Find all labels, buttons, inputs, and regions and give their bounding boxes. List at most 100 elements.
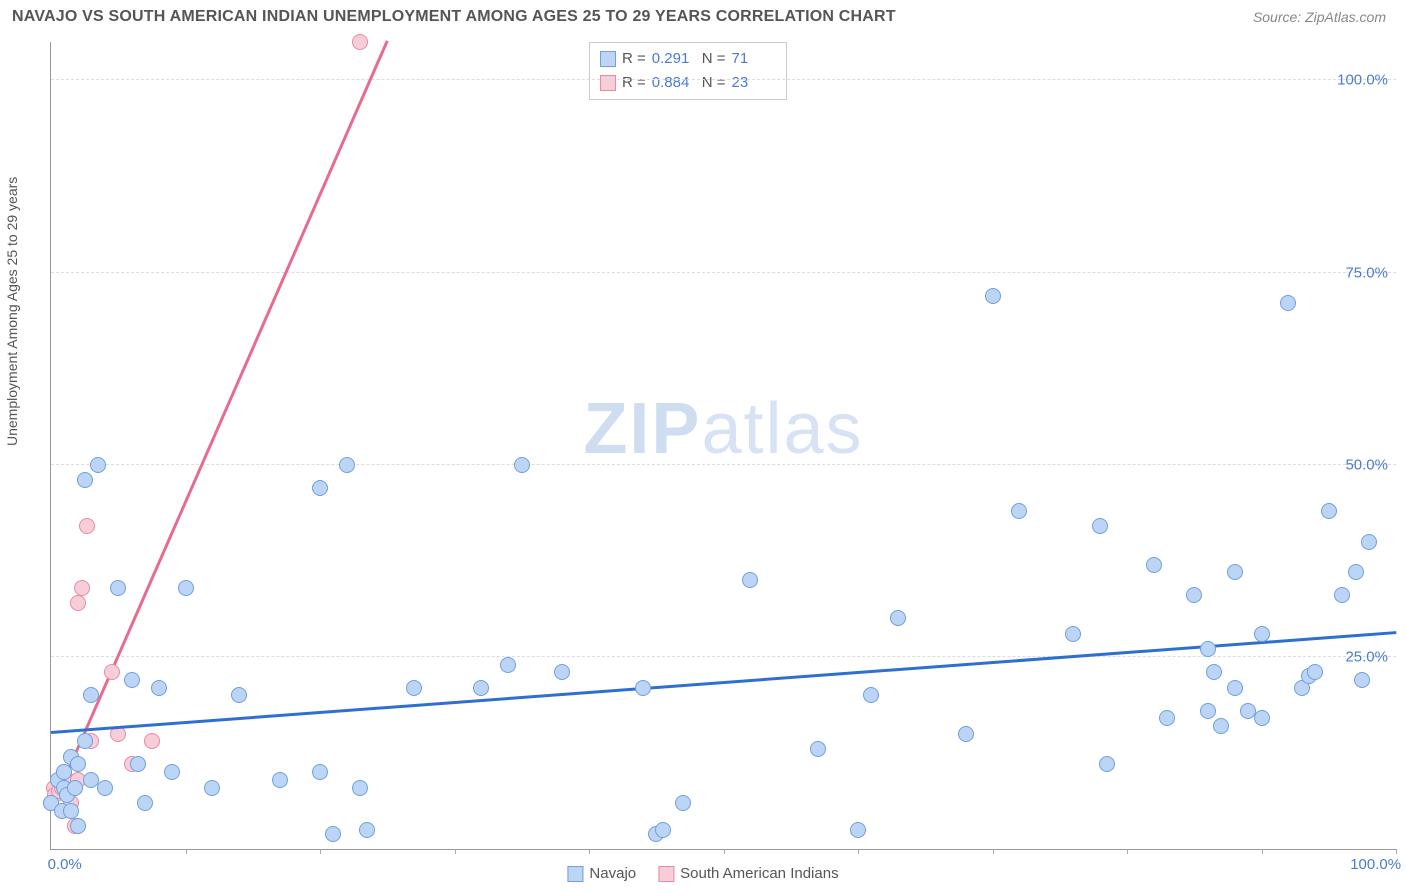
data-point-navajo xyxy=(67,780,83,796)
swatch-navajo-bottom xyxy=(567,866,583,882)
data-point-navajo xyxy=(339,457,355,473)
data-point-navajo xyxy=(151,680,167,696)
legend-label-sai: South American Indians xyxy=(680,865,838,882)
data-point-navajo xyxy=(1348,564,1364,580)
data-point-navajo xyxy=(1146,557,1162,573)
data-point-sai xyxy=(144,733,160,749)
data-point-navajo xyxy=(90,457,106,473)
data-point-navajo xyxy=(675,795,691,811)
data-point-sai xyxy=(352,34,368,50)
chart-plot-area: ZIPatlas R = 0.291 N = 71 R = 0.884 N = … xyxy=(50,42,1396,850)
data-point-navajo xyxy=(1065,626,1081,642)
r-value-sai: 0.884 xyxy=(652,71,696,95)
chart-title: NAVAJO VS SOUTH AMERICAN INDIAN UNEMPLOY… xyxy=(12,8,896,26)
data-point-navajo xyxy=(1361,534,1377,550)
data-point-navajo xyxy=(312,764,328,780)
swatch-sai xyxy=(600,75,616,91)
data-point-navajo xyxy=(1206,664,1222,680)
stats-legend-box: R = 0.291 N = 71 R = 0.884 N = 23 xyxy=(589,42,787,100)
data-point-navajo xyxy=(1213,718,1229,734)
data-point-sai xyxy=(104,664,120,680)
data-point-navajo xyxy=(137,795,153,811)
data-point-navajo xyxy=(1099,756,1115,772)
legend-label-navajo: Navajo xyxy=(589,865,636,882)
data-point-navajo xyxy=(83,687,99,703)
gridline xyxy=(51,79,1396,80)
x-tick-mark xyxy=(320,849,321,854)
data-point-navajo xyxy=(77,733,93,749)
data-point-navajo xyxy=(514,457,530,473)
x-tick-mark xyxy=(724,849,725,854)
gridline xyxy=(51,464,1396,465)
stats-row-navajo: R = 0.291 N = 71 xyxy=(600,47,776,71)
data-point-navajo xyxy=(850,822,866,838)
data-point-navajo xyxy=(1011,503,1027,519)
data-point-navajo xyxy=(1321,503,1337,519)
legend-item-navajo: Navajo xyxy=(567,865,636,882)
data-point-navajo xyxy=(500,657,516,673)
data-point-navajo xyxy=(1200,641,1216,657)
data-point-navajo xyxy=(742,572,758,588)
data-point-navajo xyxy=(325,826,341,842)
data-point-navajo xyxy=(810,741,826,757)
data-point-navajo xyxy=(130,756,146,772)
data-point-navajo xyxy=(231,687,247,703)
x-tick-mark xyxy=(1262,849,1263,854)
data-point-navajo xyxy=(70,818,86,834)
data-point-navajo xyxy=(1354,672,1370,688)
source-label: Source: ZipAtlas.com xyxy=(1253,9,1386,25)
y-tick-label: 100.0% xyxy=(1337,72,1388,89)
data-point-navajo xyxy=(178,580,194,596)
data-point-navajo xyxy=(63,803,79,819)
data-point-navajo xyxy=(1254,710,1270,726)
data-point-navajo xyxy=(1227,564,1243,580)
data-point-navajo xyxy=(655,822,671,838)
data-point-navajo xyxy=(359,822,375,838)
x-tick-label: 100.0% xyxy=(1350,856,1401,873)
x-tick-mark xyxy=(1127,849,1128,854)
stats-row-sai: R = 0.884 N = 23 xyxy=(600,71,776,95)
swatch-sai-bottom xyxy=(658,866,674,882)
title-bar: NAVAJO VS SOUTH AMERICAN INDIAN UNEMPLOY… xyxy=(0,0,1406,34)
trendline-navajo xyxy=(51,631,1396,734)
x-tick-label: 0.0% xyxy=(48,856,82,873)
data-point-navajo xyxy=(635,680,651,696)
data-point-navajo xyxy=(1334,587,1350,603)
y-axis-label: Unemployment Among Ages 25 to 29 years xyxy=(4,177,20,446)
data-point-navajo xyxy=(1186,587,1202,603)
data-point-navajo xyxy=(863,687,879,703)
data-point-sai xyxy=(74,580,90,596)
data-point-navajo xyxy=(554,664,570,680)
data-point-navajo xyxy=(97,780,113,796)
data-point-navajo xyxy=(406,680,422,696)
data-point-navajo xyxy=(110,580,126,596)
data-point-sai xyxy=(79,518,95,534)
swatch-navajo xyxy=(600,51,616,67)
data-point-navajo xyxy=(958,726,974,742)
data-point-navajo xyxy=(164,764,180,780)
data-point-navajo xyxy=(473,680,489,696)
n-value-navajo: 71 xyxy=(732,47,776,71)
r-value-navajo: 0.291 xyxy=(652,47,696,71)
y-tick-label: 75.0% xyxy=(1345,264,1388,281)
data-point-navajo xyxy=(312,480,328,496)
n-value-sai: 23 xyxy=(732,71,776,95)
x-tick-mark xyxy=(186,849,187,854)
x-tick-mark xyxy=(993,849,994,854)
y-tick-label: 50.0% xyxy=(1345,456,1388,473)
x-tick-mark xyxy=(589,849,590,854)
y-tick-label: 25.0% xyxy=(1345,648,1388,665)
data-point-navajo xyxy=(1280,295,1296,311)
data-point-sai xyxy=(70,595,86,611)
data-point-navajo xyxy=(985,288,1001,304)
data-point-navajo xyxy=(1200,703,1216,719)
data-point-navajo xyxy=(1307,664,1323,680)
data-point-navajo xyxy=(204,780,220,796)
legend-item-sai: South American Indians xyxy=(658,865,838,882)
trendline-sai xyxy=(50,40,389,810)
x-tick-mark xyxy=(1396,849,1397,854)
data-point-navajo xyxy=(272,772,288,788)
watermark: ZIPatlas xyxy=(583,388,863,470)
data-point-navajo xyxy=(352,780,368,796)
gridline xyxy=(51,272,1396,273)
